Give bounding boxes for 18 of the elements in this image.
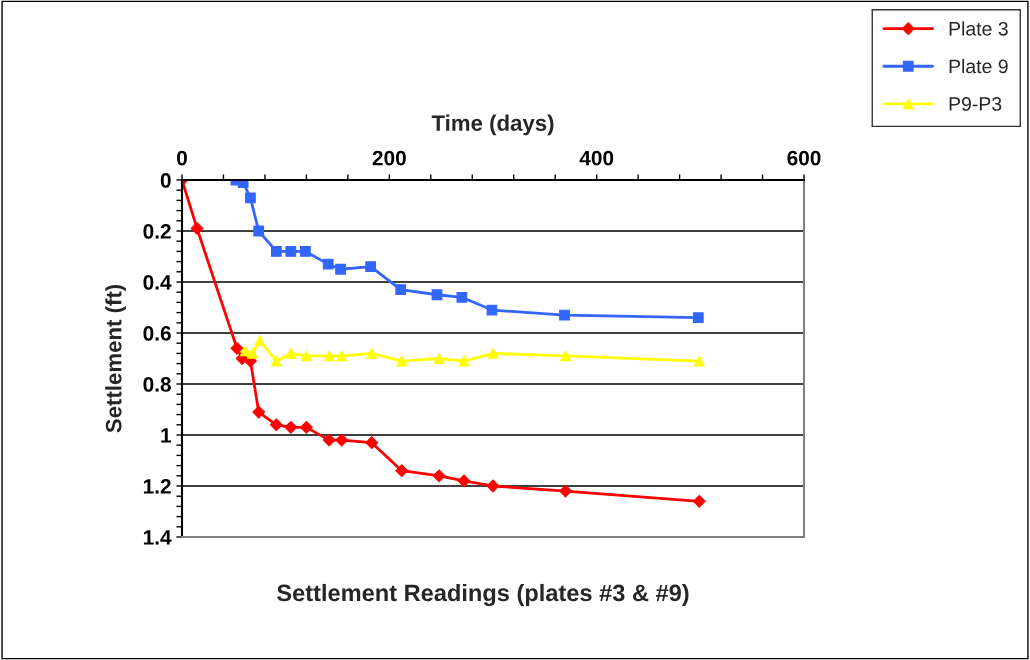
y-tick-label: 1.4 [143, 530, 172, 545]
x-tick-label: 200 [372, 150, 406, 166]
legend-label: Plate 3 [949, 21, 1008, 36]
y-tick-label: 1.2 [143, 479, 171, 494]
y-axis-title: Settlement (ft) [105, 284, 126, 433]
y-tick-label: 0.6 [143, 326, 171, 341]
y-tick-label: 0 [160, 173, 171, 188]
y-tick-label: 1 [161, 428, 171, 443]
x-axis-title: Time (days) [431, 114, 554, 136]
x-tick-label: 400 [579, 150, 614, 166]
x-tick-label: 600 [787, 150, 821, 166]
y-tick-label: 0.2 [143, 224, 171, 239]
x-tick-label: 0 [177, 150, 187, 166]
text: Settlement Readings (plates #3 & #9) [277, 583, 689, 607]
y-tick-label: 0.4 [143, 275, 172, 290]
y-tick-label: 0.8 [143, 377, 171, 392]
legend-label: P9-P3 [949, 97, 1002, 111]
legend-label: Plate 9 [949, 58, 1008, 74]
